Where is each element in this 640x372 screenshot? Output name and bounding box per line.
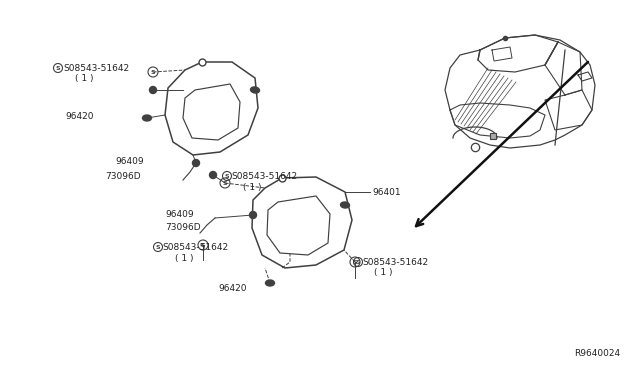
Text: S: S: [156, 244, 160, 250]
Text: 73096D: 73096D: [165, 223, 200, 232]
Text: S: S: [56, 65, 60, 71]
Circle shape: [150, 87, 157, 93]
Text: S08543-51642: S08543-51642: [362, 258, 428, 267]
Ellipse shape: [143, 115, 152, 121]
Text: S: S: [225, 173, 229, 179]
Circle shape: [193, 160, 200, 167]
Text: 96420: 96420: [65, 112, 93, 121]
Text: 96409: 96409: [115, 157, 143, 166]
Text: ( 1 ): ( 1 ): [243, 183, 262, 192]
Text: 73096D: 73096D: [105, 172, 141, 181]
Text: S: S: [201, 243, 205, 247]
Text: S08543-51642: S08543-51642: [162, 243, 228, 252]
Text: ( 1 ): ( 1 ): [374, 268, 392, 277]
Text: S08543-51642: S08543-51642: [231, 172, 297, 181]
Text: S: S: [353, 260, 357, 264]
Text: ( 1 ): ( 1 ): [75, 74, 93, 83]
Text: S: S: [356, 260, 360, 264]
Ellipse shape: [266, 280, 275, 286]
Ellipse shape: [340, 202, 349, 208]
Circle shape: [250, 212, 257, 218]
Ellipse shape: [250, 87, 259, 93]
Text: 96409: 96409: [165, 210, 194, 219]
Text: ( 1 ): ( 1 ): [175, 254, 193, 263]
Text: S: S: [223, 180, 227, 186]
Text: S: S: [150, 70, 156, 74]
Text: R9640024: R9640024: [574, 349, 620, 358]
Text: S08543-51642: S08543-51642: [63, 64, 129, 73]
Text: 96420: 96420: [218, 284, 246, 293]
Text: 96401: 96401: [372, 188, 401, 197]
Circle shape: [209, 171, 216, 179]
